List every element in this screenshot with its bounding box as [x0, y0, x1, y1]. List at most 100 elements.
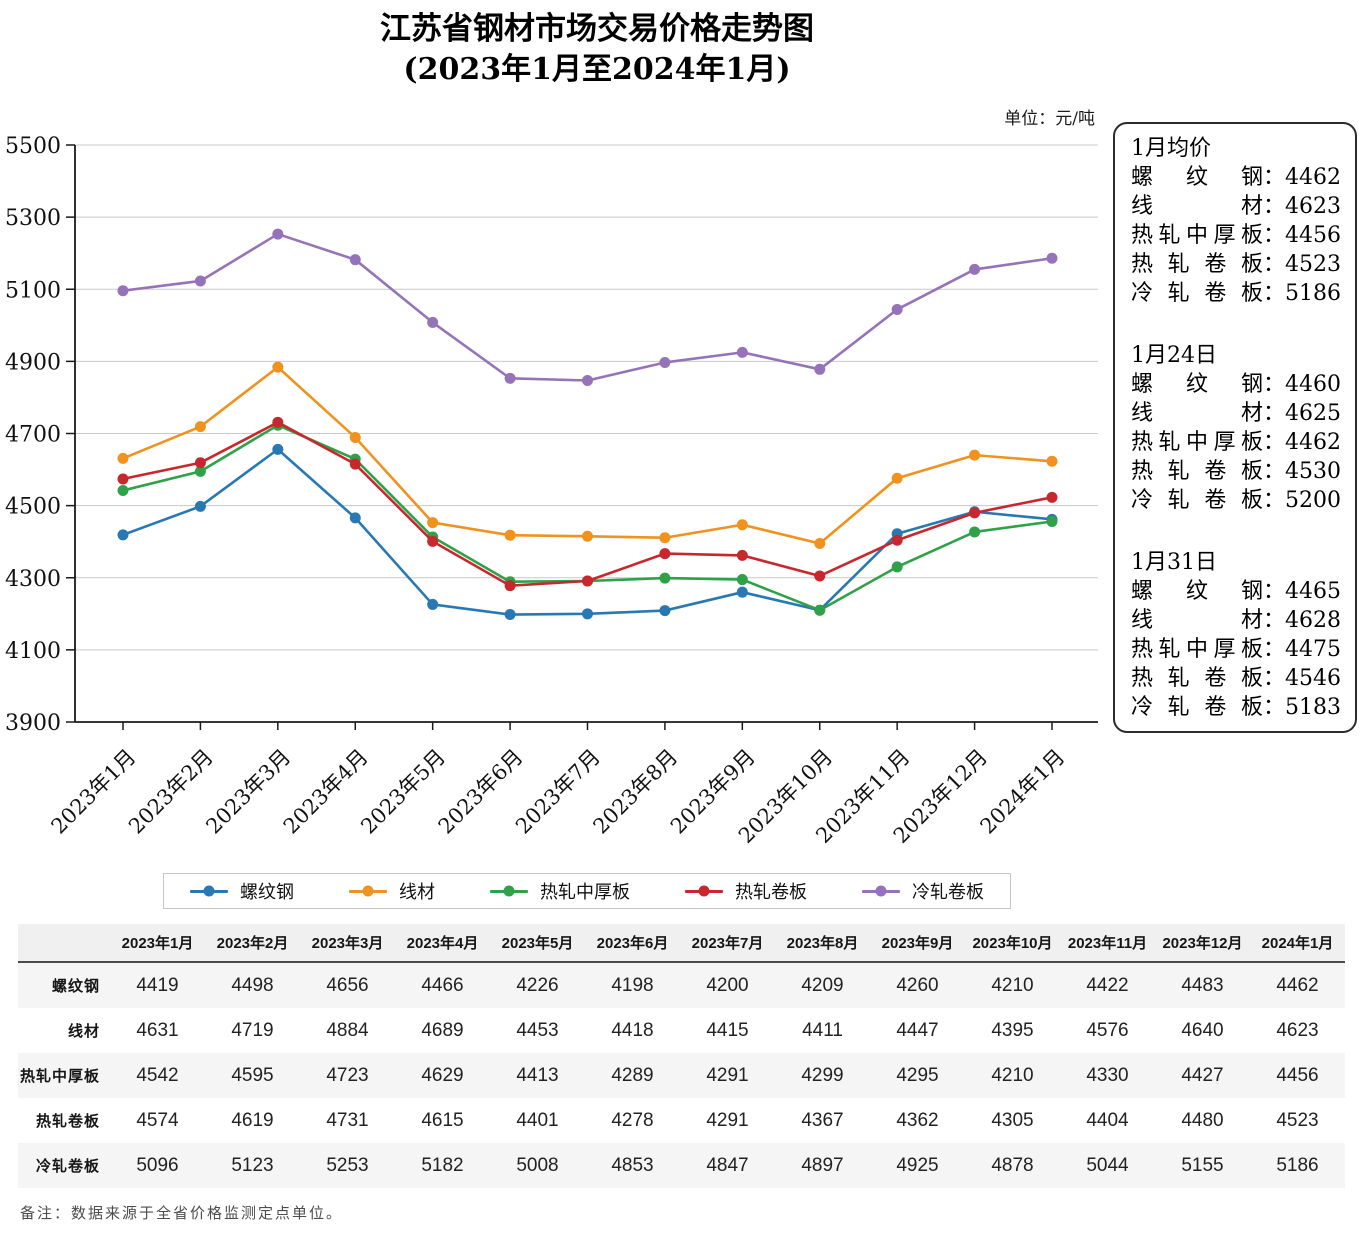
data-point: [504, 529, 516, 541]
data-point: [349, 458, 361, 470]
table-cell: 4480: [1155, 1098, 1250, 1143]
series-line: [122, 232, 1053, 382]
table-cell: 5155: [1155, 1143, 1250, 1188]
data-point: [736, 346, 748, 358]
legend-dot-icon: [503, 885, 515, 897]
data-point: [891, 472, 903, 484]
panel-row: 热轧中厚板： 4456: [1131, 221, 1341, 250]
panel-row-label: 冷轧卷板: [1131, 695, 1263, 720]
panel-row-colon: ：: [1262, 281, 1285, 306]
table-cell: 5044: [1060, 1143, 1155, 1188]
data-point: [891, 561, 903, 573]
table-row: 螺纹钢 4419 4498 4656 4466 4226 4198 4200 4209 4260 4…: [18, 962, 1345, 1008]
data-point: [814, 604, 826, 616]
panel-row: 线材： 4623: [1131, 192, 1341, 221]
panel-row-label: 热轧卷板: [1131, 252, 1263, 277]
table-cell: 4523: [1250, 1098, 1345, 1143]
table-cell: 4404: [1060, 1098, 1155, 1143]
table-corner-cell: [18, 924, 110, 963]
panel-row-colon: ：: [1262, 488, 1285, 513]
table-column-header: 2023年4月: [395, 924, 490, 963]
legend-marker-icon: [862, 885, 900, 897]
table-column-header: 2023年7月: [680, 924, 775, 963]
data-point: [194, 465, 206, 477]
data-point: [117, 452, 129, 464]
data-point: [659, 605, 671, 617]
panel-row: 螺纹钢： 4462: [1131, 163, 1341, 192]
panel-row-colon: ：: [1262, 223, 1285, 248]
data-point: [736, 519, 748, 531]
table-cell: 4209: [775, 962, 870, 1008]
legend-marker-icon: [349, 885, 387, 897]
data-point: [1046, 515, 1058, 527]
y-tick-label: 3900: [5, 711, 61, 736]
panel-row-value: 4628: [1285, 608, 1341, 633]
table-column-header: 2023年1月: [110, 924, 205, 963]
table-row-label: 螺纹钢: [18, 962, 110, 1008]
table-column-header: 2023年2月: [205, 924, 300, 963]
panel-row-label: 冷轧卷板: [1131, 281, 1263, 306]
table-cell: 4411: [775, 1008, 870, 1053]
data-point: [969, 526, 981, 538]
panel-row-colon: ：: [1262, 608, 1285, 633]
panel-row-label: 螺纹钢: [1131, 372, 1263, 397]
panel-row-value: 4530: [1285, 459, 1341, 484]
table-cell: 4719: [205, 1008, 300, 1053]
panel-row-colon: ：: [1262, 430, 1285, 455]
panel-row-label: 螺纹钢: [1131, 579, 1263, 604]
data-point: [272, 416, 284, 428]
data-point: [969, 507, 981, 519]
table-row: 热轧中厚板 4542 4595 4723 4629 4413 4289 4291 4299 429…: [18, 1053, 1345, 1098]
panel-row: 热轧中厚板： 4475: [1131, 635, 1341, 664]
panel-row-value: 4456: [1285, 223, 1341, 248]
table-row-label: 热轧中厚板: [18, 1053, 110, 1098]
price-trend-line-chart: 3900410043004500470049005100530055002023…: [5, 134, 1098, 848]
panel-section: 1月24日 螺纹钢： 4460 线材： 4625 热轧中厚板： 4462 热轧卷板： 4530 冷…: [1131, 341, 1341, 515]
data-point: [504, 372, 516, 384]
table-cell: 4595: [205, 1053, 300, 1098]
table-cell: 4623: [1250, 1008, 1345, 1053]
panel-row: 螺纹钢： 4460: [1131, 370, 1341, 399]
data-point: [582, 374, 593, 386]
panel-row-value: 4460: [1285, 372, 1341, 397]
panel-row-colon: ：: [1262, 579, 1285, 604]
table-cell: 4413: [490, 1053, 585, 1098]
data-point: [582, 530, 593, 542]
data-point: [582, 575, 593, 587]
panel-row: 热轧卷板： 4530: [1131, 457, 1341, 486]
panel-row-value: 4523: [1285, 252, 1341, 277]
table-cell: 4210: [965, 1053, 1060, 1098]
data-point: [659, 356, 671, 368]
data-point: [427, 598, 439, 610]
data-point: [272, 443, 284, 455]
legend-label: 冷轧卷板: [912, 882, 984, 903]
legend-label: 线材: [399, 882, 435, 903]
legend-label: 热轧中厚板: [540, 882, 630, 903]
y-tick-label: 4100: [5, 639, 61, 664]
table-cell: 5123: [205, 1143, 300, 1188]
data-point: [349, 254, 361, 266]
table-cell: 4427: [1155, 1053, 1250, 1098]
panel-row-value: 4546: [1285, 666, 1341, 691]
table-cell: 4418: [585, 1008, 680, 1053]
table-cell: 4200: [680, 962, 775, 1008]
legend-marker-icon: [490, 885, 528, 897]
table-cell: 4198: [585, 962, 680, 1008]
table-cell: 4422: [1060, 962, 1155, 1008]
table-column-header: 2023年12月: [1155, 924, 1250, 963]
data-point: [659, 532, 671, 544]
panel-row-colon: ：: [1262, 194, 1285, 219]
panel-section-heading: 1月31日: [1131, 550, 1217, 575]
y-tick-label: 4500: [5, 495, 61, 520]
legend-item: 冷轧卷板: [862, 878, 984, 904]
legend-dot-icon: [203, 885, 215, 897]
price-data-table: 2023年1月 2023年2月 2023年3月 2023年4月 2023年5月 2023年…: [18, 924, 1345, 1188]
table-cell: 4731: [300, 1098, 395, 1143]
data-point: [349, 431, 361, 443]
table-row-label: 冷轧卷板: [18, 1143, 110, 1188]
table-header-row: 2023年1月 2023年2月 2023年3月 2023年4月 2023年5月 2023年…: [18, 924, 1345, 963]
table-cell: 4878: [965, 1143, 1060, 1188]
table-column-header: 2023年8月: [775, 924, 870, 963]
y-tick-label: 5100: [5, 278, 61, 303]
data-point: [1046, 455, 1058, 467]
